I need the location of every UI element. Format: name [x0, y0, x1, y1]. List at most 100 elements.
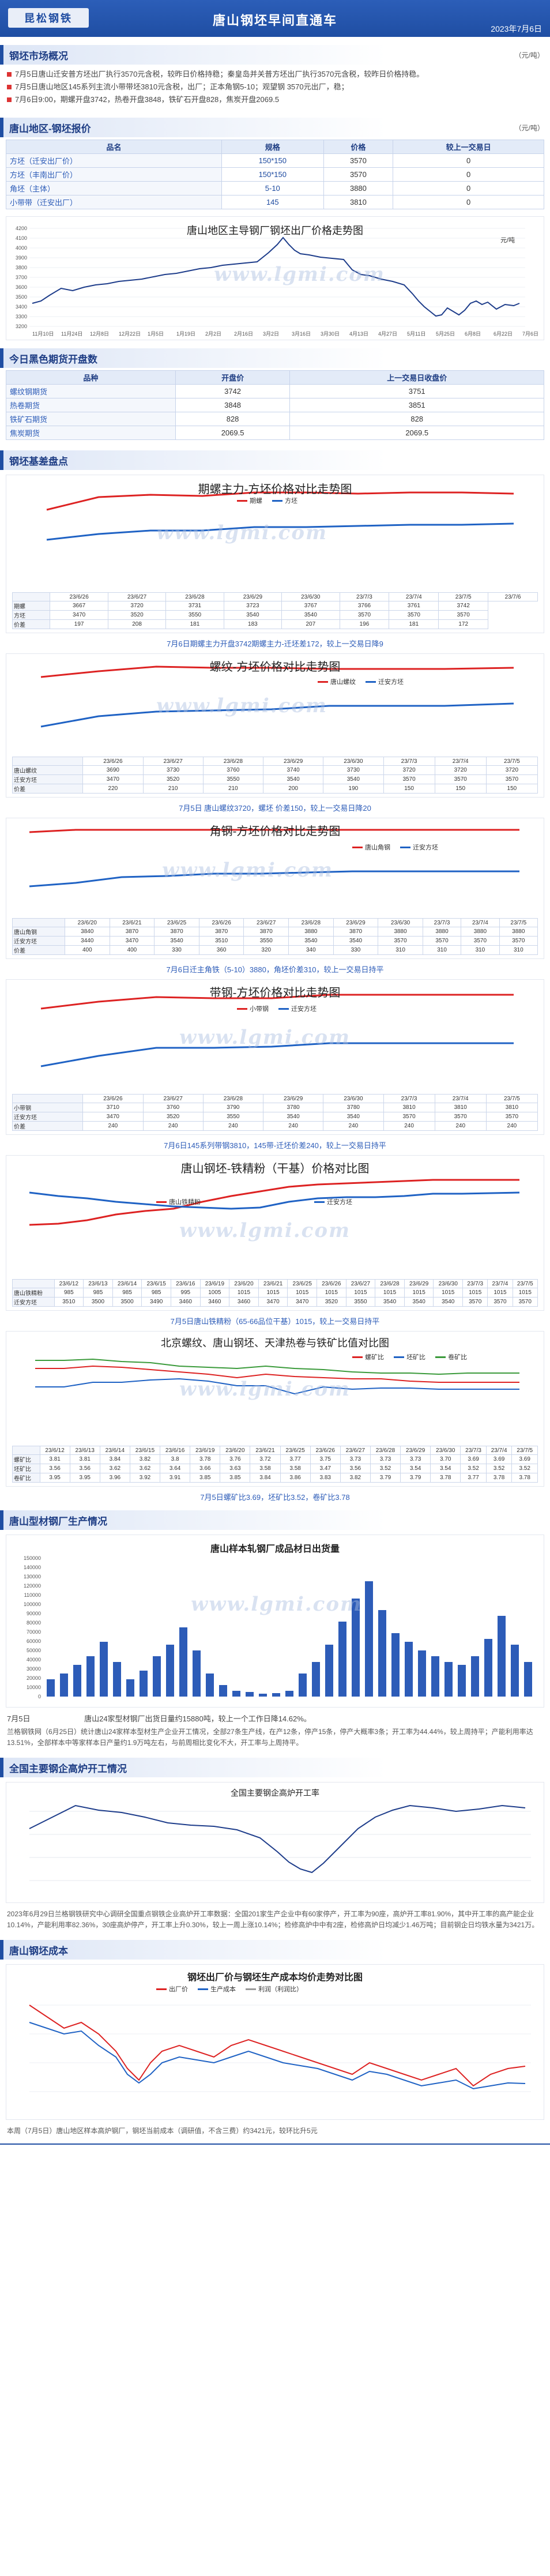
- bullet-icon: [7, 97, 12, 102]
- basis-note-4: 7月6日145系列带钢3810，145带-迁坯价差240，较上一交易日持平: [164, 1141, 386, 1150]
- table-row: 唐山螺纹 3690 3730 3760 3740 3730 3720 3720 3720: [12, 765, 538, 775]
- svg-text:6月22日: 6月22日: [494, 331, 513, 337]
- table-row: 23/6/26 23/6/27 23/6/28 23/6/29 23/6/30 23/7/…: [12, 592, 538, 601]
- svg-text:3600: 3600: [16, 284, 27, 290]
- chart-legend: 唐山角钢 迁安方坯: [352, 843, 446, 852]
- table-header: 品名: [6, 140, 222, 154]
- basis-note-3: 7月6日迁主角铁（5-10）3880，角坯价差310，较上一交易日持平: [166, 965, 384, 974]
- basis-note-1: 7月6日期螺主力开盘3742期螺主力-迁坯差172，较上一交易日降9: [167, 640, 383, 648]
- chart-legend: 唐山铁精粉 迁安方坯: [156, 1197, 360, 1206]
- table-header: 品种: [6, 370, 176, 385]
- svg-text:110000: 110000: [24, 1592, 41, 1598]
- price-table: 品名 规格 价格 较上一交易日 方坯（迁安出厂价） 150*150 3570 0…: [6, 140, 544, 209]
- svg-text:50000: 50000: [27, 1648, 41, 1653]
- chart-title: 钢坯出厂价与钢坯生产成本均价走势对比图: [187, 1972, 363, 1983]
- svg-text:7月6日: 7月6日: [522, 331, 538, 337]
- svg-text:4200: 4200: [16, 225, 27, 231]
- chart-title: 角钢-方坯价格对比走势图: [209, 824, 341, 838]
- svg-text:3月16日: 3月16日: [292, 331, 311, 337]
- svg-text:40000: 40000: [27, 1657, 41, 1663]
- table-row: 小带带（迁安出厂） 145 3810 0: [6, 195, 544, 209]
- billet-trend-chart: 唐山地区主导钢厂钢坯出厂价格走势图 元/吨 www.lgmi.com 4200 4…: [6, 216, 544, 340]
- basis-plot-2: [40, 665, 514, 728]
- svg-text:5月25日: 5月25日: [436, 331, 455, 337]
- basis-table-4: 23/6/26 23/6/27 23/6/28 23/6/29 23/6/30 23/7/…: [12, 1094, 538, 1131]
- production-note-detail: 兰格钢铁网（6月25日）统计唐山24家样本型材生产企业开工情况，全部27条生产线…: [7, 1728, 533, 1747]
- table-header: 规格: [221, 140, 324, 154]
- svg-text:140000: 140000: [24, 1565, 41, 1570]
- chart-title: 期螺主力-方坯价格对比走势图: [198, 482, 352, 496]
- table-header: 开盘价: [175, 370, 291, 385]
- table-row: 价差 220 210 210 200 190 150 150 150: [12, 784, 538, 794]
- table-row: 期螺 3667 3720 3731 3723 3767 3766 3761 3742: [12, 601, 538, 611]
- table-row: 23/6/12 23/6/13 23/6/14 23/6/15 23/6/16 23/6/…: [12, 1279, 538, 1288]
- svg-text:1月19日: 1月19日: [176, 331, 195, 337]
- table-row: 方坯（丰南出厂价） 150*150 3570 0: [6, 167, 544, 182]
- table-row: 卷矿比 3.95 3.95 3.96 3.92 3.91 3.85 3.85 3.84 3.86 3…: [12, 1473, 538, 1483]
- bullet-icon: [7, 85, 12, 89]
- svg-text:20000: 20000: [27, 1675, 41, 1681]
- page-title: 唐山钢坯早间直通车: [212, 13, 337, 28]
- svg-text:0: 0: [38, 1694, 41, 1699]
- table-row: 坯矿比 3.56 3.56 3.62 3.62 3.64 3.66 3.63 3.58 3.58 3…: [12, 1464, 538, 1473]
- table-row: 螺矿比 3.81 3.81 3.84 3.82 3.8 3.78 3.76 3.72 3.77 3.…: [12, 1454, 538, 1464]
- section-title: 钢坯基差盘点: [9, 456, 68, 467]
- svg-text:80000: 80000: [27, 1620, 41, 1626]
- footer-divider: [0, 2143, 550, 2145]
- market-bullet: 7月6日9:00，期螺开盘3742，热卷开盘3848，铁矿石开盘828，焦炭开盘…: [7, 93, 543, 106]
- svg-text:10000: 10000: [27, 1684, 41, 1690]
- unit-label: （元/吨）: [514, 123, 544, 132]
- table-row: 迁安方坯 3510 3500 3500 3490 3460 3460 3460 3470 3470…: [12, 1297, 538, 1307]
- svg-text:4100: 4100: [16, 235, 27, 241]
- basis-table-3: 23/6/20 23/6/21 23/6/25 23/6/26 23/6/27 23/6/…: [12, 918, 538, 955]
- basis-table-5: 23/6/12 23/6/13 23/6/14 23/6/15 23/6/16 23/6/…: [12, 1279, 538, 1307]
- svg-text:2月16日: 2月16日: [234, 331, 253, 337]
- table-row: 23/6/26 23/6/27 23/6/28 23/6/29 23/6/30 23/7/…: [12, 757, 538, 766]
- market-section-header: 钢坯市场概况 （元/吨）: [0, 45, 550, 65]
- table-row: 迁安方坯 3440 3470 3540 3510 3550 3540 3540 3570 3570…: [12, 936, 538, 946]
- svg-text:11月24日: 11月24日: [61, 331, 82, 337]
- table-row: 唐山铁精粉 985 985 985 985 995 1005 1015 1015 1015 1015…: [12, 1288, 538, 1298]
- unit-label: （元/吨）: [514, 51, 544, 59]
- svg-text:12月8日: 12月8日: [90, 331, 109, 337]
- table-row: 迁安方坯 3470 3520 3550 3540 3540 3570 3570 3570: [12, 1112, 538, 1122]
- section-title: 钢坯市场概况: [9, 50, 68, 62]
- svg-text:12月22日: 12月22日: [119, 331, 141, 337]
- svg-text:5月11日: 5月11日: [407, 331, 425, 337]
- chart-title: 北京螺纹、唐山钢坯、天津热卷与铁矿比值对比图: [161, 1337, 389, 1349]
- svg-text:1月5日: 1月5日: [148, 331, 164, 337]
- svg-text:4月27日: 4月27日: [378, 331, 397, 337]
- table-row: 角坯（主体） 5-10 3880 0: [6, 181, 544, 195]
- basis-note-6: 7月5日螺矿比3.69，坯矿比3.52，卷矿比3.78: [200, 1493, 350, 1502]
- production-section-header: 唐山型材钢厂生产情况: [0, 1510, 550, 1530]
- basis-chart-5: 唐山钢坯-铁精粉（干基）价格对比图 唐山铁精粉 迁安方坯 www.lgmi.co…: [6, 1155, 544, 1311]
- cost-note: 本周（7月5日）唐山地区样本高炉钢厂，钢坯当前成本（调研值，不含三费）约3421…: [7, 2127, 318, 2135]
- section-title: 唐山型材钢厂生产情况: [9, 1515, 107, 1527]
- chart-unit: 元/吨: [500, 237, 515, 244]
- basis-plot-5: [29, 1179, 520, 1226]
- company-logo: 昆松钢铁: [8, 8, 89, 28]
- table-row: 小带钢 3710 3760 3790 3780 3780 3810 3810 3810: [12, 1103, 538, 1112]
- svg-text:4000: 4000: [16, 245, 27, 251]
- chart-title: 全国主要钢企高炉开工率: [231, 1789, 319, 1798]
- futures-section-header: 今日黑色期货开盘数: [0, 348, 550, 368]
- section-title: 全国主要钢企高炉开工情况: [9, 1763, 127, 1774]
- table-row: 价差 197 208 181 183 207 196 181 172: [12, 619, 538, 629]
- production-note: 7月5日 唐山24家型材钢厂出货日量约15880吨，较上一个工作日降14.62%…: [7, 1714, 311, 1723]
- table-row: 价差 400 400 330 360 320 340 330 310 310 310 310: [12, 945, 538, 955]
- chart-legend: 螺矿比 坯矿比 卷矿比: [352, 1352, 475, 1362]
- svg-text:3900: 3900: [16, 255, 27, 261]
- svg-text:60000: 60000: [27, 1638, 41, 1644]
- market-bullet: 7月5日唐山迁安普方坯出厂执行3570元含税，较昨日价格持稳；秦皇岛并关普方坯出…: [7, 68, 543, 81]
- basis-chart-2: 螺纹-方坯价格对比走势图 唐山螺纹 迁安方坯 www.lgmi.com 23/6…: [6, 653, 544, 798]
- chart-title: 唐山钢坯-铁精粉（干基）价格对比图: [180, 1161, 370, 1175]
- svg-text:100000: 100000: [24, 1601, 41, 1607]
- production-plot: 1500001400001300001200001100001000009000…: [24, 1555, 532, 1699]
- chart-title: 唐山地区主导钢厂钢坯出厂价格走势图: [187, 225, 363, 237]
- table-row: 焦炭期货 2069.5 2069.5: [6, 426, 544, 440]
- section-title: 唐山钢坯成本: [9, 1945, 68, 1957]
- chart-legend: 小带钢 迁安方坯: [237, 1004, 325, 1013]
- table-row: 铁矿石期货 828 828: [6, 412, 544, 426]
- svg-text:6月8日: 6月8日: [465, 331, 481, 337]
- basis-plot-4: [40, 994, 514, 1067]
